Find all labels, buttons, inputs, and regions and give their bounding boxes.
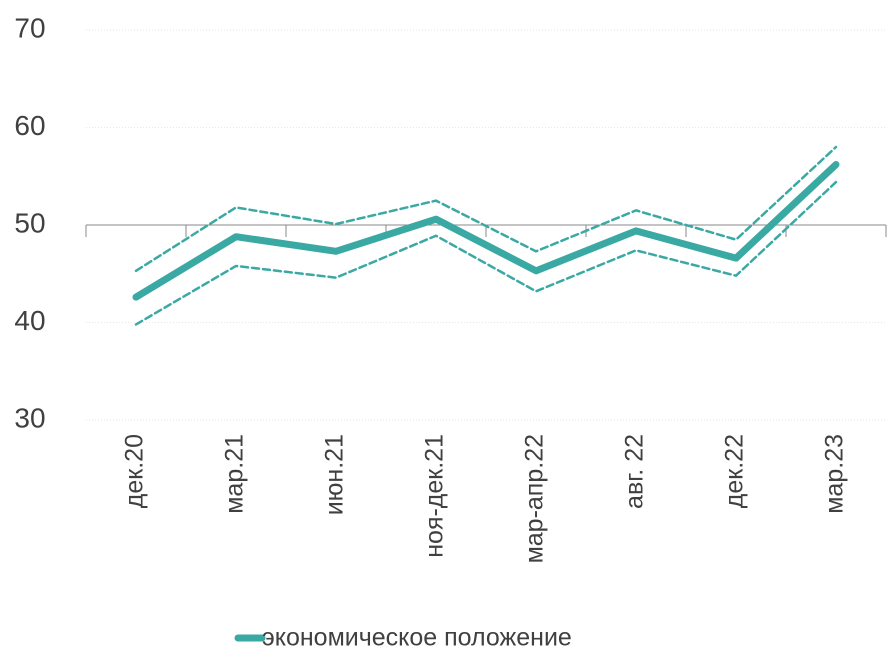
x-tick-label: авг. 22 [621, 434, 649, 509]
x-tick-label: мар-апр.22 [521, 434, 549, 563]
y-tick-label: 40 [14, 305, 45, 336]
y-tick-label: 50 [14, 207, 45, 238]
series-line [132, 161, 840, 301]
x-tick-label: ноя-дек.21 [421, 434, 449, 558]
y-tick-label: 60 [14, 110, 45, 141]
x-tick-label: мар.21 [221, 434, 249, 514]
x-tick-label: дек.20 [121, 434, 149, 508]
x-tick-label: дек.22 [721, 434, 749, 508]
y-tick-label: 30 [14, 402, 45, 433]
y-tick-label: 70 [14, 12, 45, 43]
bound-line [134, 145, 838, 273]
x-tick-label: мар.23 [821, 434, 849, 514]
x-tick-label: июн.21 [321, 434, 349, 515]
legend-label: экономическое положение [262, 624, 572, 652]
bound-line [134, 180, 838, 326]
